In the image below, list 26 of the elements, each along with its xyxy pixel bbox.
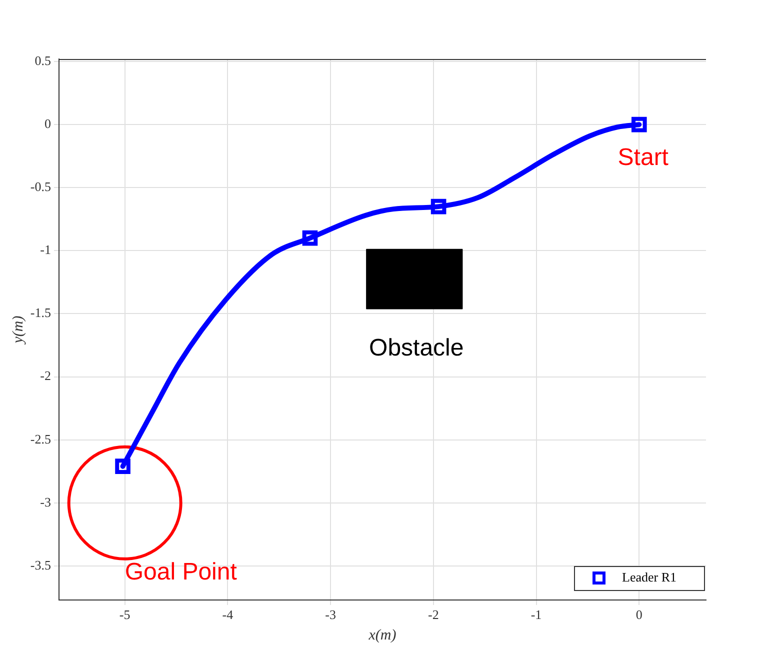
point xyxy=(67,445,182,560)
x-tick-label: -5 xyxy=(119,607,130,622)
y-tick-label: -3.5 xyxy=(30,557,51,572)
y-tick-label: -0.5 xyxy=(30,179,51,194)
x-tick-label: 0 xyxy=(636,607,642,622)
y-tick-label: -1.5 xyxy=(30,305,51,320)
x-tick-label: -2 xyxy=(428,607,439,622)
legend-label: Leader R1 xyxy=(622,569,677,584)
y-tick-label: -2 xyxy=(40,368,51,384)
annotation: Start xyxy=(618,144,669,172)
x-axis-title: x(m) xyxy=(368,628,396,644)
y-tick-label: -2.5 xyxy=(30,431,51,446)
series-label: Goal Point xyxy=(124,558,238,586)
x-tick-label: -1 xyxy=(530,607,542,622)
point xyxy=(302,230,318,246)
x-tick-label: -4 xyxy=(222,607,234,622)
series-label: Obstacle xyxy=(369,334,464,362)
y-tick-label: 0.5 xyxy=(34,52,51,68)
point xyxy=(631,116,647,132)
point xyxy=(115,458,130,474)
point xyxy=(430,198,446,214)
y-tick-label: -3 xyxy=(40,494,51,510)
y-tick-label: -1 xyxy=(40,242,51,258)
x-tick-label: -3 xyxy=(325,607,336,622)
y-axis-title: y(m) xyxy=(10,316,26,346)
y-tick-label: 0 xyxy=(44,116,51,131)
